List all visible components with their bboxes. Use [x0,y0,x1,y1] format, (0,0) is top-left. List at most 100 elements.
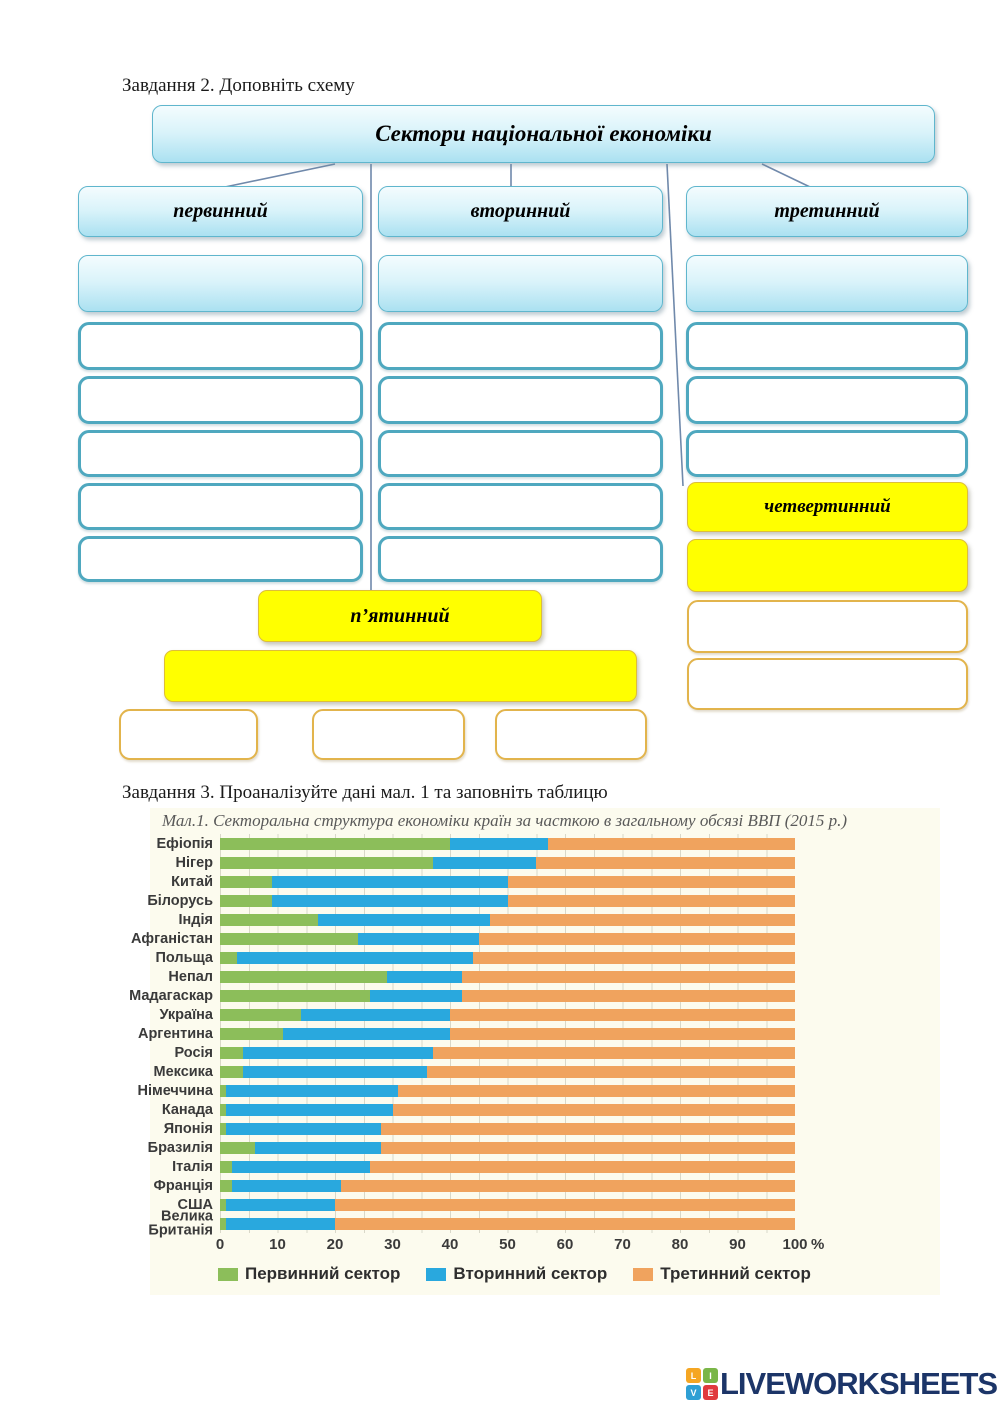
country-label: Білорусь [147,892,213,909]
sector-primary-box: первинний [78,186,363,237]
chart-row: Італія [172,1157,795,1176]
bar-segment [335,1217,795,1230]
answer-box-primary-1[interactable] [78,322,363,370]
bar-segment [225,1198,335,1211]
country-label: Нігер [175,854,213,871]
country-label: Бразилія [147,1139,213,1156]
sector-secondary-label: вторинний [470,200,571,222]
legend-swatch [426,1267,447,1281]
legend-label: Третинний сектор [660,1264,811,1283]
answer-box-tertiary-3[interactable] [686,430,968,477]
country-label: Японія [163,1120,213,1137]
answer-box-tertiary-1[interactable] [686,322,968,370]
country-label: Індія [178,911,213,928]
answer-box-secondary-4[interactable] [378,483,663,530]
stacked-bar [220,1217,795,1230]
stacked-bar [220,1084,795,1097]
bar-segment [220,970,387,983]
chart-row: Велика Британія [148,1209,795,1238]
legend-item: Третинний сектор [633,1264,811,1284]
sector-secondary-box: вторинний [378,186,663,237]
bar-segment [220,1179,232,1192]
answer-box-secondary-1[interactable] [378,322,663,370]
stacked-bar [220,1160,795,1173]
bar-segment [231,1179,341,1192]
chart-row: США [177,1195,795,1214]
bar-segment [507,894,795,907]
country-label: Мадагаскар [129,987,213,1004]
answer-box-quaternary-2[interactable] [687,658,968,710]
answer-box-secondary-3[interactable] [378,430,663,477]
answer-box-quinary-header[interactable] [164,650,637,702]
stacked-bar [220,1027,795,1040]
legend-swatch [633,1267,654,1281]
bar-segment [220,1046,243,1059]
bar-segment [450,1008,795,1021]
stacked-bar [220,1198,795,1211]
chart-row: Непал [168,967,795,986]
bar-segment [335,1198,795,1211]
answer-box-secondary-header[interactable] [378,255,663,312]
bar-segment [220,913,318,926]
answer-box-tertiary-2[interactable] [686,376,968,424]
answer-box-secondary-2[interactable] [378,376,663,424]
chart-row: Нігер [176,853,795,872]
country-label: Непал [168,968,213,985]
bar-segment [220,875,272,888]
x-axis-tick: 80 [671,1236,689,1253]
logo-letter-square: V [686,1385,701,1400]
bar-segment [237,951,473,964]
country-label: Афганістан [130,930,213,947]
answer-box-quaternary-header[interactable] [687,539,968,592]
country-label: Велика Британія [148,1208,213,1239]
answer-box-quinary-2[interactable] [312,709,465,760]
answer-box-primary-header[interactable] [78,255,363,312]
bar-segment [478,932,795,945]
country-label: США [177,1196,213,1213]
legend-swatch [218,1267,238,1281]
country-label: Німеччина [137,1082,213,1099]
bar-segment [507,875,795,888]
answer-box-secondary-5[interactable] [378,536,663,582]
x-axis-tick: 40 [441,1236,459,1253]
answer-box-quaternary-1[interactable] [687,600,968,653]
answer-box-primary-3[interactable] [78,430,363,477]
bar-segment [386,970,462,983]
legend-item: Первинний сектор [218,1264,400,1284]
logo-letter-square: L [686,1368,701,1383]
bar-segment [220,989,370,1002]
x-axis-tick: 0 [215,1236,225,1253]
bar-segment [271,894,508,907]
country-label: Польща [155,949,213,966]
bar-segment [450,837,548,850]
answer-box-primary-4[interactable] [78,483,363,530]
answer-box-tertiary-header[interactable] [686,255,968,312]
chart-row: Білорусь [147,891,795,910]
chart-row: Росія [174,1043,795,1062]
x-axis-tick: 70 [614,1236,631,1253]
chart-title: Мал.1. Секторальна структура економіки к… [162,811,848,830]
answer-box-primary-5[interactable] [78,536,363,582]
answer-box-quinary-1[interactable] [119,709,258,760]
sector-quaternary-label: четвертинний [764,496,891,517]
chart-row: Канада [162,1100,795,1119]
answer-box-quinary-3[interactable] [495,709,647,760]
country-label: Франція [153,1177,213,1194]
country-label: Канада [161,1101,213,1118]
bar-segment [461,989,795,1002]
chart-row: Німеччина [137,1081,795,1100]
bar-segment [220,951,238,964]
sector-quinary-label: п’ятинний [350,604,450,627]
bar-segment [473,951,795,964]
bar-segment [220,1122,226,1135]
country-label: Китай [171,873,213,890]
answer-box-primary-2[interactable] [78,376,363,424]
stacked-bar [220,1103,795,1116]
stacked-bar [220,913,795,926]
chart-plot-area: Ефіопія Нігер Китай Білорусь Індія Афганістан… [129,834,795,1238]
stacked-bar [220,970,795,983]
chart-row: Бразилія [148,1138,795,1157]
schema-title-box: Сектори національної економіки [152,105,935,163]
